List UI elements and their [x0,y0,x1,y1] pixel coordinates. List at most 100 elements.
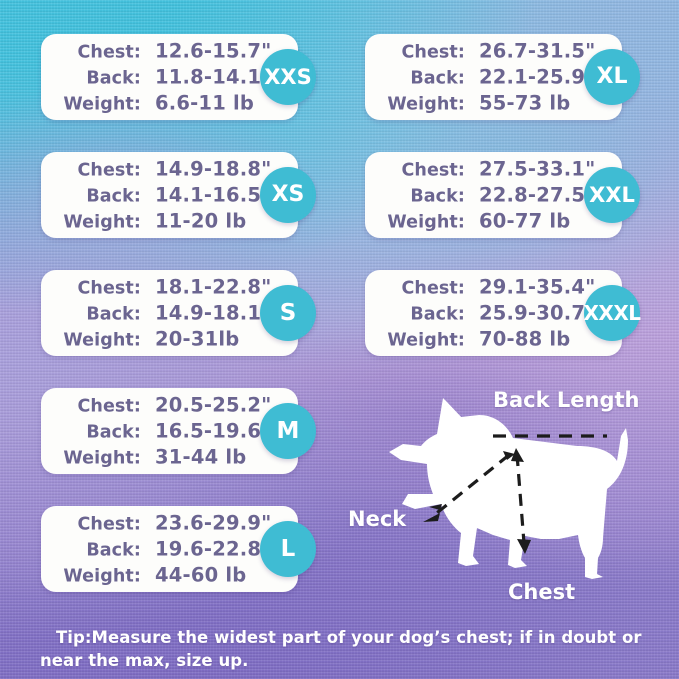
back-label: Back: [86,186,141,207]
back-label: Back: [86,422,141,443]
back-row: Back: 14.9-18.1" [55,302,271,325]
size-card-rows: Chest: 29.1-35.4" Back: 25.9-30.7" Weigh… [379,276,595,351]
size-card-xxs: Chest: 12.6-15.7" Back: 11.8-14.1" Weigh… [41,34,316,120]
back-label: Back: [410,304,465,325]
size-card-m: Chest: 20.5-25.2" Back: 16.5-19.6" Weigh… [41,388,316,474]
size-card-xl: Chest: 26.7-31.5" Back: 22.1-25.9" Weigh… [365,34,640,120]
chest-row: Chest: 18.1-22.8" [55,276,271,299]
chest-label: Chest: [401,160,465,181]
size-card-s: Chest: 18.1-22.8" Back: 14.9-18.1" Weigh… [41,270,316,356]
size-badge-label: L [280,535,296,562]
back-row: Back: 25.9-30.7" [379,302,595,325]
weight-value: 20-31lb [155,327,240,351]
back-value: 16.5-19.6" [155,419,272,443]
back-value: 14.1-16.5" [155,183,272,207]
weight-value: 44-60 lb [155,563,247,587]
back-value: 22.8-27.5" [479,183,596,207]
chest-label: Chest: [77,160,141,181]
chest-value: 29.1-35.4" [479,275,596,299]
size-card-rows: Chest: 26.7-31.5" Back: 22.1-25.9" Weigh… [379,40,595,115]
size-card-rows: Chest: 20.5-25.2" Back: 16.5-19.6" Weigh… [55,394,271,469]
back-label: Back: [86,304,141,325]
weight-row: Weight: 31-44 lb [55,446,271,469]
diagram-label-back-length: Back Length [493,388,640,412]
chest-value: 23.6-29.9" [155,511,272,535]
back-label: Back: [410,186,465,207]
weight-row: Weight: 55-73 lb [379,92,595,115]
weight-value: 11-20 lb [155,209,247,233]
back-value: 22.1-25.9" [479,65,596,89]
chest-label: Chest: [401,278,465,299]
back-label: Back: [86,68,141,89]
chest-value: 27.5-33.1" [479,157,596,181]
chest-label: Chest: [77,396,141,417]
weight-label: Weight: [387,94,465,115]
dog-measurement-diagram: Back Length Neck Chest [345,388,679,610]
chest-label: Chest: [77,278,141,299]
chest-value: 26.7-31.5" [479,39,596,63]
back-value: 14.9-18.1" [155,301,272,325]
measurement-tip: Tip:Measure the widest part of your dog’… [40,626,656,673]
chest-label: Chest: [77,514,141,535]
chest-row: Chest: 14.9-18.8" [55,158,271,181]
diagram-label-neck: Neck [348,507,407,531]
chest-row: Chest: 20.5-25.2" [55,394,271,417]
size-card-rows: Chest: 23.6-29.9" Back: 19.6-22.8" Weigh… [55,512,271,587]
size-badge-xs: XS [260,167,316,223]
weight-row: Weight: 60-77 lb [379,210,595,233]
diagram-label-chest: Chest [508,580,576,604]
chest-row: Chest: 12.6-15.7" [55,40,271,63]
chest-value: 14.9-18.8" [155,157,272,181]
size-card-rows: Chest: 12.6-15.7" Back: 11.8-14.1" Weigh… [55,40,271,115]
back-row: Back: 14.1-16.5" [55,184,271,207]
chest-value: 12.6-15.7" [155,39,272,63]
weight-value: 55-73 lb [479,91,571,115]
size-badge-label: XL [596,64,628,89]
weight-row: Weight: 20-31lb [55,328,271,351]
back-row: Back: 22.8-27.5" [379,184,595,207]
size-card-xxl: Chest: 27.5-33.1" Back: 22.8-27.5" Weigh… [365,152,640,238]
chest-row: Chest: 29.1-35.4" [379,276,595,299]
back-value: 25.9-30.7" [479,301,596,325]
back-row: Back: 16.5-19.6" [55,420,271,443]
weight-value: 70-88 lb [479,327,571,351]
weight-row: Weight: 6.6-11 lb [55,92,271,115]
tip-text: Tip:Measure the widest part of your dog’… [40,628,642,671]
chest-dashed-arrow [511,448,531,554]
weight-row: Weight: 70-88 lb [379,328,595,351]
back-value: 19.6-22.8" [155,537,272,561]
size-badge-s: S [260,285,316,341]
size-badge-label: XS [271,182,305,207]
weight-label: Weight: [63,566,141,587]
size-card-rows: Chest: 18.1-22.8" Back: 14.9-18.1" Weigh… [55,276,271,351]
weight-label: Weight: [387,212,465,233]
size-badge-label: S [279,299,297,326]
neck-dashed-arrow [423,451,515,522]
back-value: 11.8-14.1" [155,65,272,89]
back-row: Back: 11.8-14.1" [55,66,271,89]
weight-label: Weight: [63,448,141,469]
size-card-l: Chest: 23.6-29.9" Back: 19.6-22.8" Weigh… [41,506,316,592]
chest-label: Chest: [401,42,465,63]
size-card-xxxl: Chest: 29.1-35.4" Back: 25.9-30.7" Weigh… [365,270,641,356]
size-card-rows: Chest: 14.9-18.8" Back: 14.1-16.5" Weigh… [55,158,271,233]
back-row: Back: 22.1-25.9" [379,66,595,89]
size-badge-xxxl: XXXL [584,285,641,341]
weight-row: Weight: 44-60 lb [55,564,271,587]
size-badge-m: M [260,403,316,459]
chest-value: 18.1-22.8" [155,275,272,299]
weight-label: Weight: [63,94,141,115]
size-card-rows: Chest: 27.5-33.1" Back: 22.8-27.5" Weigh… [379,158,595,233]
chest-label: Chest: [77,42,141,63]
weight-label: Weight: [63,330,141,351]
weight-row: Weight: 11-20 lb [55,210,271,233]
chest-value: 20.5-25.2" [155,393,272,417]
size-badge-l: L [260,521,316,577]
weight-label: Weight: [63,212,141,233]
weight-value: 60-77 lb [479,209,571,233]
size-card-xs: Chest: 14.9-18.8" Back: 14.1-16.5" Weigh… [41,152,316,238]
size-badge-xxs: XXS [260,49,316,105]
back-row: Back: 19.6-22.8" [55,538,271,561]
chest-row: Chest: 27.5-33.1" [379,158,595,181]
